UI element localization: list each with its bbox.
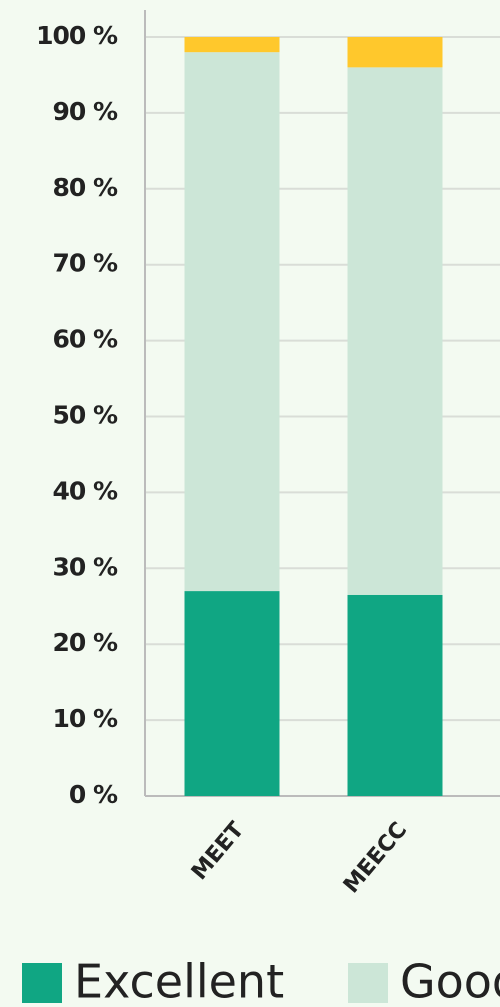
y-tick-label: 100 % (36, 21, 118, 50)
bar-segment (347, 594, 443, 796)
x-tick-label: MEECC (339, 818, 412, 899)
y-tick-label: 90 % (52, 97, 117, 126)
y-tick-label: 30 % (52, 552, 117, 581)
bar-segment (184, 52, 280, 592)
legend-label: Excellent (74, 955, 284, 1007)
y-tick-label: 60 % (52, 325, 117, 354)
bar-segment (347, 67, 443, 595)
legend-swatch (348, 963, 388, 1003)
y-tick-label: 40 % (52, 476, 117, 505)
y-tick-label: 0 % (69, 780, 118, 809)
bar-segment (184, 37, 280, 53)
bar-segment (184, 591, 280, 796)
x-tick-label: MEET (187, 818, 249, 885)
bar-segment (347, 37, 443, 68)
y-tick-label: 80 % (52, 173, 117, 202)
legend-swatch (22, 963, 62, 1003)
y-tick-label: 10 % (52, 704, 117, 733)
y-tick-label: 20 % (52, 628, 117, 657)
y-tick-label: 50 % (52, 401, 117, 430)
y-tick-label: 70 % (52, 249, 117, 278)
legend-label: Good (400, 955, 500, 1007)
